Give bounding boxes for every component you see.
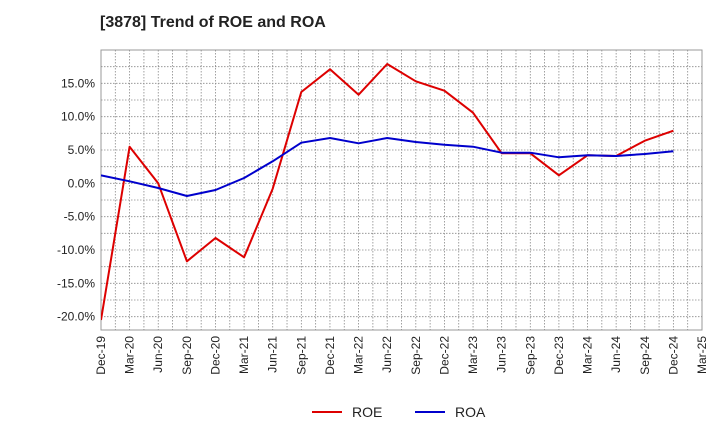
- y-tick-label: 15.0%: [61, 76, 95, 90]
- x-tick-label: Mar-21: [237, 336, 251, 374]
- x-tick-label: Dec-21: [323, 336, 337, 375]
- x-tick-label: Dec-23: [552, 336, 566, 375]
- x-tick-label: Jun-21: [266, 336, 280, 373]
- x-tick-label: Jun-23: [495, 336, 509, 373]
- grid-layer: [100, 49, 703, 331]
- x-tick-label: Mar-23: [466, 336, 480, 374]
- x-tick-label: Dec-22: [437, 336, 451, 375]
- axis-layer: 15.0% 10.0% 5.0% 0.0% -5.0% -10.0% -15.0% -20.0…: [57, 76, 709, 374]
- series-layer: [101, 63, 674, 321]
- legend-label-roa: ROA: [455, 404, 486, 420]
- y-tick-label: -15.0%: [57, 276, 95, 290]
- chart-title: [3878] Trend of ROE and ROA: [100, 14, 326, 31]
- y-tick-label: -10.0%: [57, 243, 95, 257]
- x-tick-label: Mar-22: [352, 336, 366, 374]
- legend-label-roe: ROE: [352, 404, 382, 420]
- x-tick-label: Sep-20: [180, 336, 194, 375]
- x-tick-label: Sep-21: [294, 336, 308, 375]
- y-tick-label: 0.0%: [68, 176, 96, 190]
- series-line-roe: [101, 63, 674, 321]
- series-line-roa: [101, 137, 674, 197]
- x-tick-label: Jun-22: [380, 336, 394, 373]
- x-tick-label: Jun-20: [151, 336, 165, 373]
- y-tick-label: -5.0%: [64, 210, 96, 224]
- x-tick-label: Mar-25: [695, 336, 709, 374]
- y-tick-label: 10.0%: [61, 110, 95, 124]
- x-tick-label: Mar-24: [581, 336, 595, 374]
- legend: ROE ROA: [312, 404, 486, 420]
- x-tick-label: Sep-24: [638, 336, 652, 375]
- x-tick-label: Sep-23: [523, 336, 537, 375]
- x-tick-label: Dec-24: [666, 336, 680, 375]
- y-tick-label: -20.0%: [57, 310, 95, 324]
- x-tick-label: Mar-20: [123, 336, 137, 374]
- x-tick-label: Dec-19: [94, 336, 108, 375]
- y-tick-label: 5.0%: [68, 143, 96, 157]
- x-tick-label: Dec-20: [208, 336, 222, 375]
- x-tick-label: Jun-24: [609, 336, 623, 373]
- x-tick-label: Sep-22: [409, 336, 423, 375]
